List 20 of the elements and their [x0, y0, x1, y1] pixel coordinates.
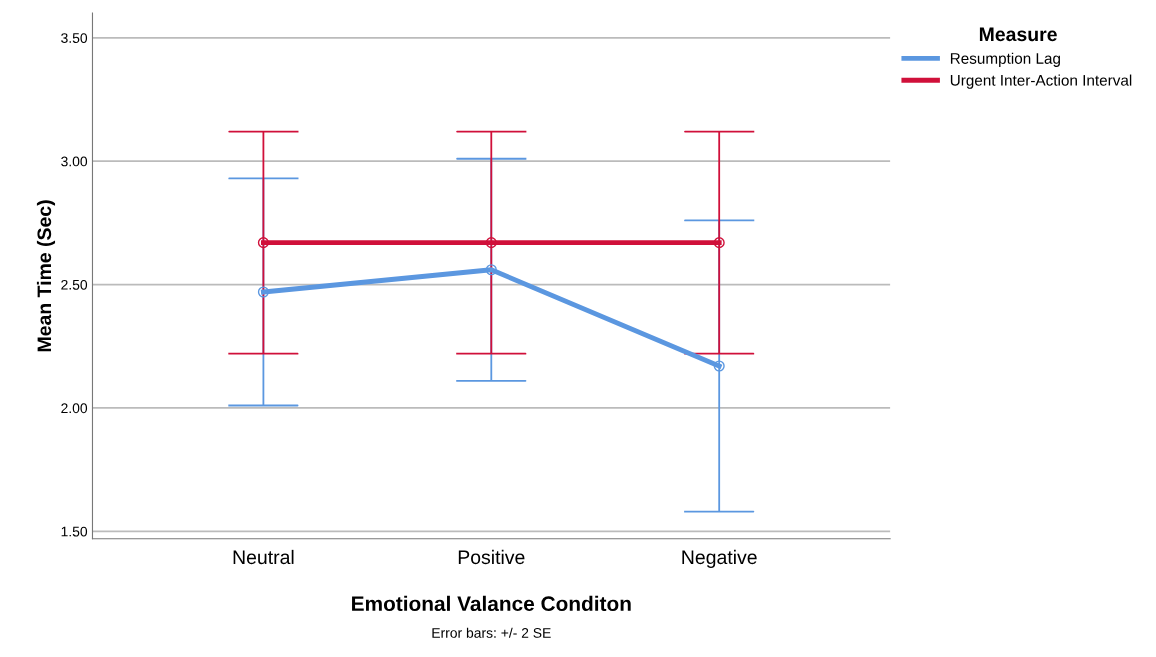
legend-label: Urgent Inter-Action Interval	[950, 74, 1132, 89]
text: Error bars: +/- 2 SE	[432, 627, 551, 638]
x-tick-label: Neutral	[233, 549, 294, 565]
y-axis-title: Mean Time (Sec)	[36, 200, 56, 352]
point	[485, 264, 497, 276]
point	[713, 237, 725, 249]
y-tick-label: 2.00	[61, 403, 88, 414]
legend-title: Measure	[979, 27, 1057, 42]
point	[713, 360, 725, 372]
y-tick-label: 1.50	[61, 526, 88, 537]
x-tick-label: Negative	[682, 549, 757, 568]
x-axis-title: Emotional Valance Conditon	[352, 595, 631, 612]
x-tick-label: Positive	[458, 549, 525, 565]
point	[257, 286, 269, 298]
point	[485, 237, 497, 249]
legend-label: Resumption Lag	[950, 52, 1060, 67]
y-tick-label: 3.00	[61, 156, 88, 167]
y-tick-label: 3.50	[61, 33, 88, 43]
y-tick-label: 2.50	[61, 279, 88, 290]
point	[257, 237, 269, 249]
